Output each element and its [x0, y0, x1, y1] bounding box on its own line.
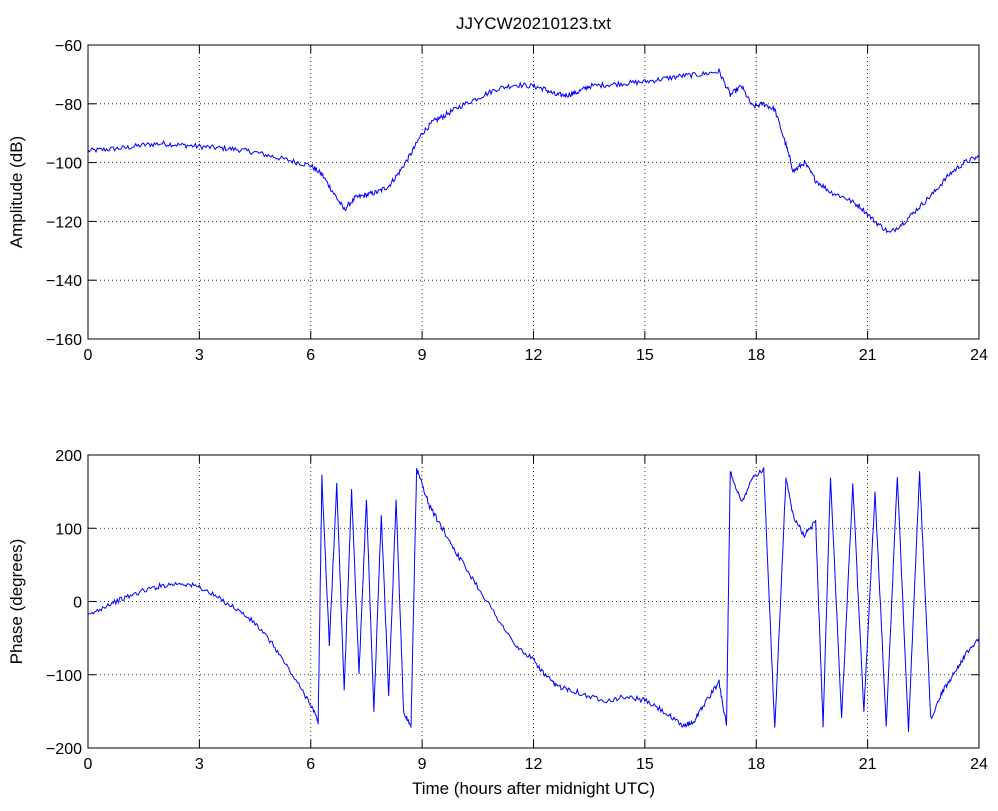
- x-tick-label: 9: [418, 347, 427, 364]
- y-tick-label: −100: [46, 156, 82, 173]
- x-tick-label: 12: [525, 347, 543, 364]
- x-tick-label: 21: [859, 756, 877, 773]
- x-axis-label: Time (hours after midnight UTC): [412, 779, 655, 798]
- chart-title: JJYCW20210123.txt: [456, 14, 611, 33]
- y-tick-label: 200: [55, 448, 82, 465]
- series-line: [87, 67, 980, 234]
- x-tick-label: 0: [84, 756, 93, 773]
- y-tick-label: −100: [46, 668, 82, 685]
- y-tick-label: −140: [46, 273, 82, 290]
- x-tick-label: 0: [84, 347, 93, 364]
- x-tick-label: 12: [525, 756, 543, 773]
- x-tick-label: 18: [747, 347, 765, 364]
- x-tick-label: 6: [306, 756, 315, 773]
- x-tick-label: 15: [636, 347, 654, 364]
- series-line: [87, 467, 980, 732]
- y-tick-label: −80: [55, 97, 82, 114]
- x-tick-label: 18: [747, 756, 765, 773]
- x-tick-label: 3: [195, 756, 204, 773]
- x-tick-label: 9: [418, 756, 427, 773]
- x-tick-label: 24: [970, 756, 988, 773]
- y-tick-label: −120: [46, 214, 82, 231]
- x-tick-label: 15: [636, 756, 654, 773]
- y-axis-label: Phase (degrees): [7, 539, 26, 665]
- y-axis-label: Amplitude (dB): [7, 136, 26, 248]
- y-tick-label: −160: [46, 332, 82, 349]
- y-tick-label: 0: [73, 595, 82, 612]
- y-tick-label: −200: [46, 741, 82, 758]
- y-tick-label: 100: [55, 521, 82, 538]
- x-tick-label: 3: [195, 347, 204, 364]
- x-tick-label: 6: [306, 347, 315, 364]
- x-tick-label: 21: [859, 347, 877, 364]
- x-tick-label: 24: [970, 347, 988, 364]
- y-tick-label: −60: [55, 38, 82, 55]
- plot-panel-2: 0 3 6 9 12 15 18 21 24 200 100 0 −100 −200 Phase (degr…: [7, 448, 988, 798]
- plot-panel-1: 0 3 6 9 12 15 18 21 24 −60 −80 −100 −120 −140 −160 JJYC…: [7, 14, 988, 364]
